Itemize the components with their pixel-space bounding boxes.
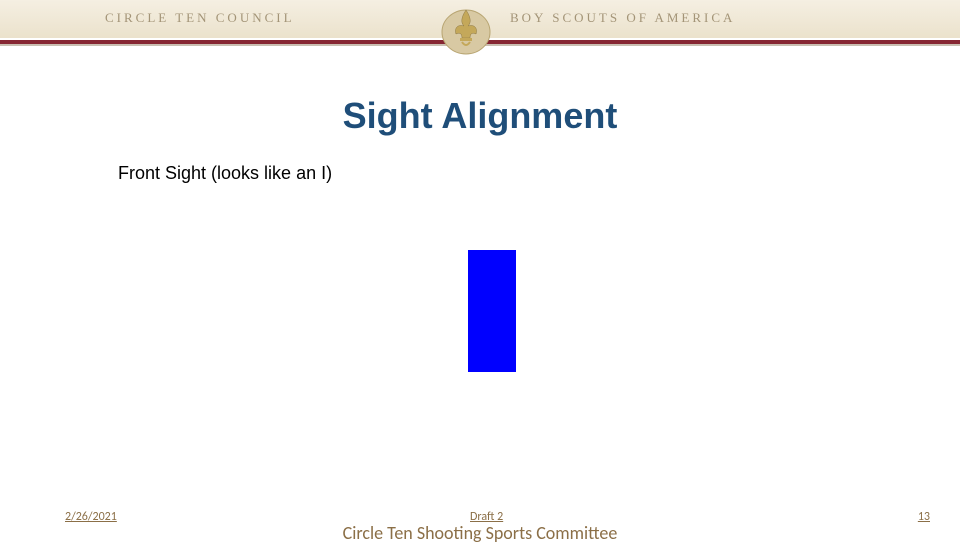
header-bar: CIRCLE TEN COUNCIL BOY SCOUTS OF AMERICA bbox=[0, 0, 960, 38]
org-name-right: BOY SCOUTS OF AMERICA bbox=[510, 10, 735, 26]
footer-committee: Circle Ten Shooting Sports Committee bbox=[0, 522, 960, 544]
front-sight-rectangle bbox=[468, 250, 516, 372]
subtitle-text: Front Sight (looks like an I) bbox=[118, 163, 332, 184]
page-title: Sight Alignment bbox=[0, 95, 960, 137]
org-name-left: CIRCLE TEN COUNCIL bbox=[105, 10, 295, 26]
fleur-de-lis-emblem bbox=[438, 2, 494, 58]
